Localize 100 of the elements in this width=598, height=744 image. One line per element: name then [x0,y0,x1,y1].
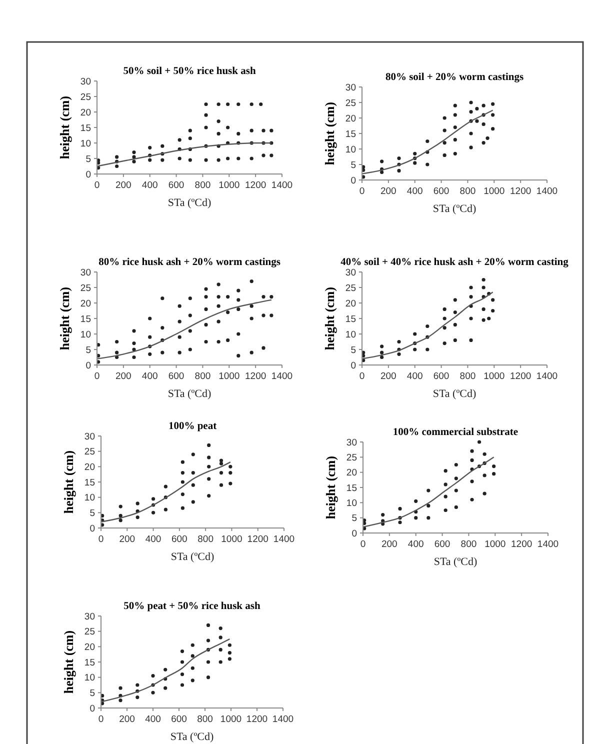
x-tick-label: 0 [359,371,365,382]
y-tick-label: 30 [345,82,356,94]
y-tick-label: 20 [345,298,356,310]
x-tick-label: 600 [172,534,188,545]
x-axis-title: STa (ºCd) [432,388,476,400]
y-tick-label: 15 [84,657,95,668]
y-tick-label: 25 [346,452,357,464]
x-tick-label: 800 [194,371,211,382]
y-tick-label: 20 [80,298,91,310]
y-tick-label: 25 [345,282,356,294]
y-tick-label: 5 [90,688,95,699]
y-tick-label: 30 [345,267,356,278]
x-axis-title: STa (ºCd) [168,388,212,400]
y-tick-label: 0 [90,703,95,714]
y-tick-label: 30 [80,76,91,88]
y-tick-label: 10 [80,138,91,150]
x-tick-label: 200 [119,714,135,725]
y-tick-label: 10 [346,498,357,509]
y-tick-label: 20 [346,468,357,479]
y-tick-label: 0 [86,169,91,180]
x-tick-label: 800 [198,534,214,545]
x-tick-label: 200 [380,186,396,197]
chart-title: 40% soil + 40% rice husk ash + 20% worm casting [340,257,570,268]
x-tick-label: 1400 [536,371,558,382]
x-tick-label: 1000 [484,371,505,382]
x-tick-label: 800 [460,371,476,382]
x-tick-label: 600 [434,539,450,550]
x-tick-label: 600 [168,180,184,191]
x-tick-label: 1000 [221,534,242,545]
x-axis-title: STa (ºCd) [170,551,214,563]
x-axis-title: STa (ºCd) [432,203,476,215]
x-tick-label: 1400 [271,180,293,191]
x-tick-label: 800 [194,180,211,191]
x-tick-label: 200 [119,534,136,545]
y-tick-label: 25 [80,282,91,294]
chart-title: 100% peat [168,421,218,432]
y-tick-label: 10 [345,329,356,340]
y-axis-title: height (cm) [322,286,337,350]
y-tick-label: 25 [84,626,95,638]
y-tick-label: 0 [90,523,95,534]
x-tick-label: 600 [171,714,187,725]
y-tick-label: 20 [84,642,95,653]
y-axis-title: height (cm) [61,450,76,514]
x-tick-label: 800 [460,539,477,550]
x-tick-label: 1400 [272,714,294,725]
y-tick-label: 10 [84,672,95,684]
x-tick-label: 400 [145,534,162,545]
x-axis-title: STa (ºCd) [434,556,478,568]
x-tick-label: 200 [116,180,132,191]
x-tick-label: 400 [406,371,423,382]
y-tick-label: 20 [345,113,356,124]
x-tick-label: 800 [197,714,213,725]
x-tick-label: 1000 [218,180,240,191]
x-tick-label: 1200 [511,539,532,550]
x-tick-label: 0 [359,186,365,197]
y-tick-label: 30 [80,267,91,278]
y-tick-label: 5 [350,160,356,171]
x-tick-label: 0 [98,714,104,725]
x-tick-label: 600 [433,186,450,197]
y-tick-label: 15 [345,314,356,325]
x-tick-label: 600 [433,371,450,382]
chart-title: 50% soil + 50% rice husk ash [123,66,256,77]
x-tick-label: 400 [408,539,424,550]
y-tick-label: 15 [345,128,356,140]
y-tick-label: 30 [346,437,357,448]
x-tick-label: 0 [98,534,104,545]
x-tick-label: 1000 [218,371,240,382]
y-tick-label: 10 [80,329,91,340]
y-tick-label: 25 [345,98,356,109]
x-tick-label: 1000 [484,539,506,550]
y-tick-label: 15 [80,314,91,325]
y-tick-label: 5 [352,513,357,524]
x-tick-label: 1200 [245,180,266,191]
chart-title: 50% peat + 50% rice husk ash [124,601,260,612]
chart-title: 100% commercial substrate [392,427,518,438]
x-tick-label: 1200 [245,371,266,382]
y-tick-label: 30 [84,431,95,442]
x-tick-label: 400 [142,371,158,382]
x-tick-label: 400 [145,714,161,725]
x-tick-label: 1200 [510,371,532,382]
x-tick-label: 1200 [246,714,268,725]
y-tick-label: 5 [86,344,91,356]
y-tick-label: 15 [80,122,91,134]
chart-title: 80% soil + 20% worm castings [385,72,524,83]
x-tick-label: 400 [406,186,423,197]
y-axis-title: height (cm) [61,630,76,694]
y-tick-label: 10 [345,144,356,156]
x-tick-label: 200 [116,371,132,382]
x-tick-label: 1200 [510,186,532,197]
x-tick-label: 1400 [271,371,293,382]
x-tick-label: 800 [460,186,476,197]
y-tick-label: 0 [86,360,91,372]
y-tick-label: 5 [90,508,95,519]
y-axis-title: height (cm) [57,286,72,350]
y-tick-label: 0 [350,360,356,372]
x-tick-label: 1200 [247,534,268,545]
y-tick-label: 25 [84,446,95,458]
x-tick-label: 600 [168,371,184,382]
chart-title: 80% rice husk ash + 20% worm castings [98,257,280,268]
y-tick-label: 10 [84,492,95,504]
